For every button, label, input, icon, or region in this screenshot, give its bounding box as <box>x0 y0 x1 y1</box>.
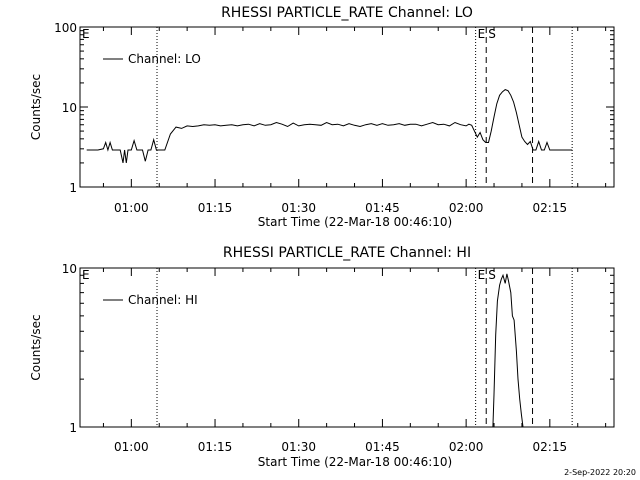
x-tick-label: 01:30 <box>281 201 316 215</box>
chart-title: RHESSI PARTICLE_RATE Channel: HI <box>223 245 471 261</box>
y-tick-label: 10 <box>62 101 77 115</box>
marker-label: E <box>82 27 90 41</box>
series-line <box>492 273 524 428</box>
x-tick-label: 01:45 <box>365 201 400 215</box>
x-tick-label: 01:15 <box>198 440 233 454</box>
x-tick-label: 02:15 <box>533 440 568 454</box>
y-tick-label: 1 <box>69 421 77 435</box>
x-axis-label: Start Time (22-Mar-18 00:46:10) <box>258 215 452 229</box>
series-line <box>86 89 573 164</box>
x-tick-label: 02:00 <box>449 201 484 215</box>
footer-date: 2-Sep-2022 20:20 <box>564 468 636 477</box>
marker-label: E <box>478 27 486 41</box>
y-axis-label: Counts/sec <box>29 74 43 140</box>
marker-label: E <box>82 268 90 282</box>
plot-frame <box>79 267 615 428</box>
plot-frame <box>79 26 615 188</box>
chart-title: RHESSI PARTICLE_RATE Channel: LO <box>221 5 473 21</box>
chart-panel-hi: RHESSI PARTICLE_RATE Channel: HI Start Ti… <box>29 245 615 469</box>
legend-label: Channel: HI <box>128 293 198 307</box>
y-tick-label: 100 <box>54 21 77 35</box>
chart-panel-lo: RHESSI PARTICLE_RATE Channel: LO Start Ti… <box>29 5 615 229</box>
legend-label: Channel: LO <box>128 52 201 66</box>
x-tick-label: 02:15 <box>533 201 568 215</box>
x-tick-label: 01:00 <box>114 440 149 454</box>
y-tick-label: 1 <box>69 181 77 195</box>
marker-label: S <box>488 27 496 41</box>
y-axis-label: Counts/sec <box>29 314 43 380</box>
x-tick-label: 02:00 <box>449 440 484 454</box>
marker-label: E <box>478 268 486 282</box>
x-tick-label: 01:30 <box>281 440 316 454</box>
y-tick-label: 10 <box>62 262 77 276</box>
marker-label: S <box>488 268 496 282</box>
x-tick-label: 01:00 <box>114 201 149 215</box>
x-axis-label: Start Time (22-Mar-18 00:46:10) <box>258 455 452 469</box>
x-tick-label: 01:15 <box>198 201 233 215</box>
x-tick-label: 01:45 <box>365 440 400 454</box>
